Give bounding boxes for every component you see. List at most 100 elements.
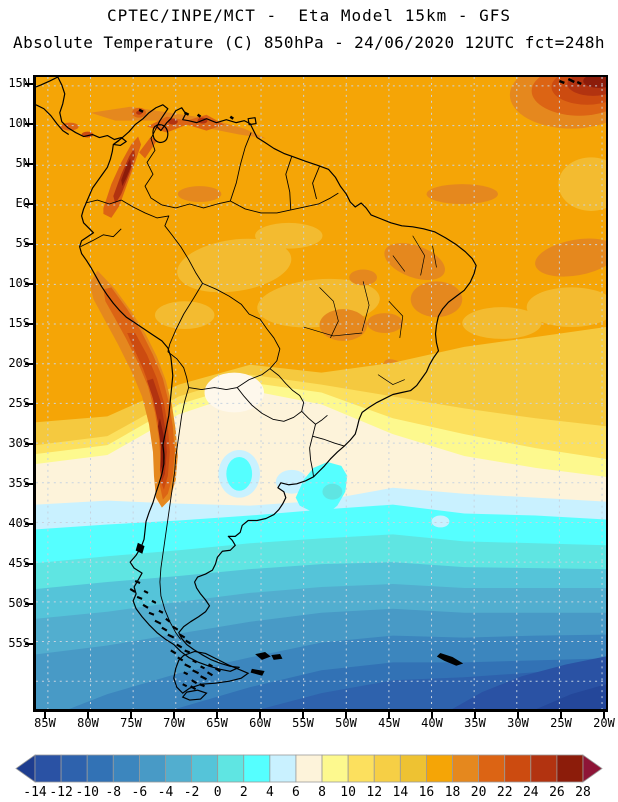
colorbar-cell: [191, 754, 219, 783]
lat-tick-mark: [25, 323, 33, 325]
lon-label: 70W: [163, 716, 185, 730]
lat-label: 5N: [15, 156, 30, 170]
page-title: CPTEC/INPE/MCT - Eta Model 15km - GFS: [106, 6, 512, 25]
colorbar-cell: [269, 754, 297, 783]
lon-label: 20W: [593, 716, 615, 730]
lat-label: 30S: [8, 436, 30, 450]
lon-tick-mark: [431, 712, 433, 718]
colorbar-cell: [217, 754, 245, 783]
lat-tick-mark: [25, 83, 33, 85]
lat-tick-mark: [25, 283, 33, 285]
lon-label: 75W: [120, 716, 142, 730]
lat-tick-mark: [25, 243, 33, 245]
colorbar-cell: [243, 754, 271, 783]
lat-label: 25S: [8, 396, 30, 410]
hot-corner-blob: [509, 77, 606, 129]
lon-tick-mark: [259, 712, 261, 718]
lat-label: 45S: [8, 556, 30, 570]
lon-label: 30W: [507, 716, 529, 730]
colorbar-cell: [504, 754, 532, 783]
lon-tick-mark: [474, 712, 476, 718]
lon-label: 40W: [421, 716, 443, 730]
lat-label: 10S: [8, 276, 30, 290]
temperature-bands: [36, 327, 606, 709]
colorbar-tick-label: 18: [445, 785, 461, 798]
colorbar-cell: [556, 754, 584, 783]
lon-label: 55W: [292, 716, 314, 730]
colorbar-cell: [452, 754, 480, 783]
colorbar-cell: [86, 754, 114, 783]
lon-label: 25W: [550, 716, 572, 730]
page-subtitle: Absolute Temperature (C) 850hPa - 24/06/…: [13, 33, 605, 52]
lat-tick-mark: [25, 363, 33, 365]
colorbar-tick-label: 2: [240, 785, 248, 798]
lon-label: 35W: [464, 716, 486, 730]
colorbar-tick-label: 4: [266, 785, 274, 798]
lat-label: 20S: [8, 356, 30, 370]
lon-label: 50W: [335, 716, 357, 730]
colorbar-tick-label: -8: [105, 785, 121, 798]
country-borders: [80, 126, 437, 640]
colorbar-cell: [373, 754, 401, 783]
lat-tick-mark: [25, 563, 33, 565]
colorbar-cell: [60, 754, 88, 783]
lon-tick-mark: [87, 712, 89, 718]
colorbar-cell: [347, 754, 375, 783]
colorbar-tick-label: 26: [549, 785, 565, 798]
lon-tick-mark: [44, 712, 46, 718]
lat-label: 50S: [8, 596, 30, 610]
lon-label: 45W: [378, 716, 400, 730]
colorbar-cell: [399, 754, 427, 783]
colorbar-tick-label: 24: [523, 785, 539, 798]
lat-tick-mark: [25, 523, 33, 525]
lat-tick-mark: [25, 483, 33, 485]
colorbar-svg: -14 -12 -10 -8 -6 -4 -2 0 2 4 6 8 10 12 14 16 18 20 22 24 26…: [15, 754, 603, 800]
colorbar-tick-label: 6: [292, 785, 300, 798]
lat-label: 15N: [8, 76, 30, 90]
lon-tick-mark: [603, 712, 605, 718]
lat-label: 5S: [15, 236, 30, 250]
lat-tick-mark: [25, 403, 33, 405]
lon-label: 65W: [206, 716, 228, 730]
colorbar-cell: [165, 754, 192, 783]
colorbar-tick-label: 22: [497, 785, 513, 798]
lon-label: 85W: [34, 716, 56, 730]
lat-tick-mark: [25, 163, 33, 165]
lat-label: 55S: [8, 636, 30, 650]
lon-label: 60W: [249, 716, 271, 730]
lon-tick-mark: [388, 712, 390, 718]
andes-highlights: [60, 107, 225, 508]
lon-label: 80W: [77, 716, 99, 730]
colorbar-tick-label: 0: [214, 785, 222, 798]
lat-label: 40S: [8, 516, 30, 530]
graticule: [36, 77, 606, 709]
colorbar: -14 -12 -10 -8 -6 -4 -2 0 2 4 6 8 10 12 14 16 18 20 22 24 26…: [0, 752, 618, 800]
islands: [129, 77, 582, 701]
map-canvas: [33, 75, 608, 712]
lat-tick-mark: [25, 123, 33, 125]
colorbar-cell: [138, 754, 166, 783]
colorbar-tick-label: -2: [184, 785, 200, 798]
colorbar-tick-label: 16: [419, 785, 435, 798]
lat-tick-mark: [25, 443, 33, 445]
lat-label: 10N: [8, 116, 30, 130]
lon-tick-mark: [130, 712, 132, 718]
lon-tick-mark: [345, 712, 347, 718]
colorbar-cell: [478, 754, 506, 783]
coastlines: [36, 77, 477, 672]
lat-tick-mark: [25, 643, 33, 645]
colorbar-tick-label: 10: [340, 785, 356, 798]
colorbar-tick-label: 8: [318, 785, 326, 798]
lat-tick-mark: [25, 203, 33, 205]
colorbar-tick-label: -6: [132, 785, 148, 798]
lon-tick-mark: [302, 712, 304, 718]
colorbar-tick-label: 14: [393, 785, 409, 798]
colorbar-cell: [530, 754, 558, 783]
colorbar-left-arrow: [15, 754, 36, 783]
lon-tick-mark: [216, 712, 218, 718]
state-borders: [303, 235, 437, 385]
colorbar-tick-label: -12: [49, 785, 72, 798]
colorbar-tick-label: 12: [366, 785, 382, 798]
lat-label: 15S: [8, 316, 30, 330]
